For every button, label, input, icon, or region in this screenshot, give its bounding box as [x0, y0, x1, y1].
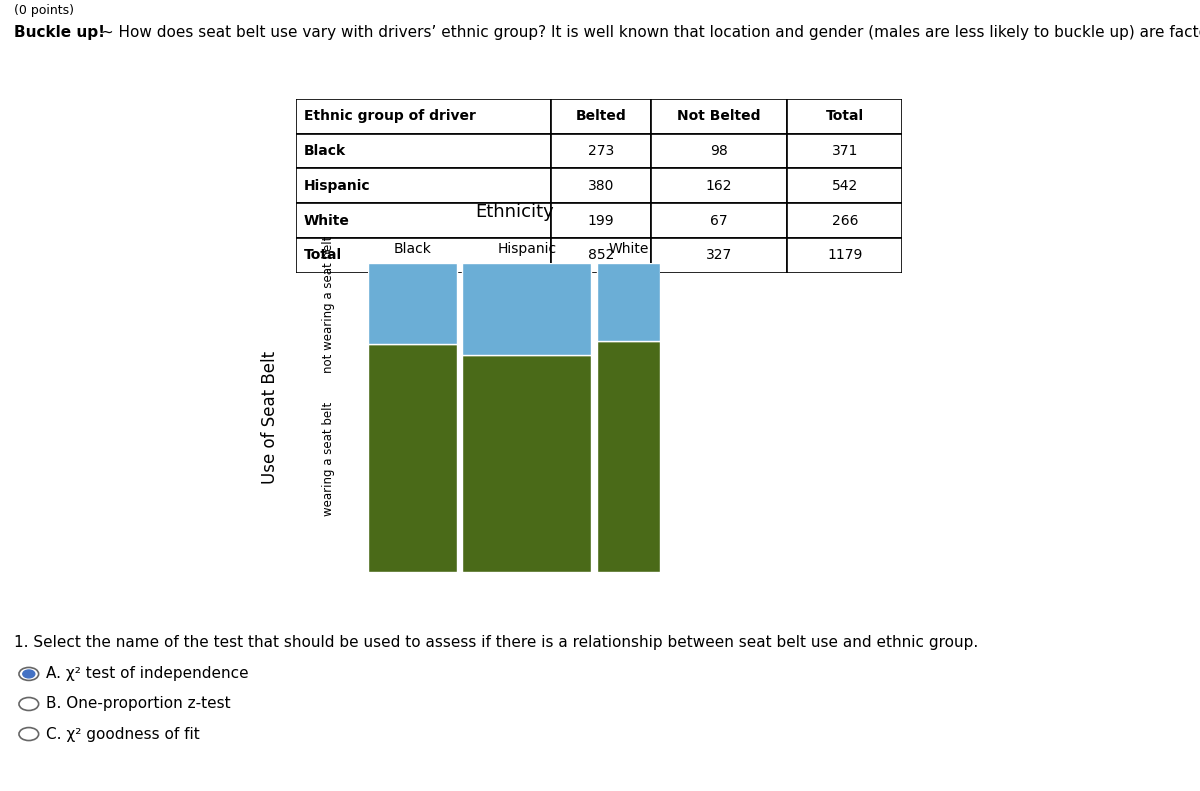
Text: A. χ² test of independence: A. χ² test of independence — [46, 667, 248, 681]
Text: Ethnic group of driver: Ethnic group of driver — [304, 109, 475, 123]
Text: wearing a seat belt: wearing a seat belt — [323, 402, 335, 517]
Text: 98: 98 — [710, 144, 728, 158]
FancyBboxPatch shape — [787, 238, 902, 273]
FancyBboxPatch shape — [650, 203, 787, 238]
Bar — [462, 263, 592, 355]
Text: Total: Total — [304, 248, 342, 263]
Text: Ethnicity: Ethnicity — [475, 203, 553, 221]
Text: ~ How does seat belt use vary with drivers’ ethnic group? It is well known that : ~ How does seat belt use vary with drive… — [96, 25, 1200, 40]
FancyBboxPatch shape — [787, 134, 902, 168]
Text: 199: 199 — [588, 214, 614, 228]
Text: B. One-proportion z-test: B. One-proportion z-test — [46, 697, 230, 711]
Text: Buckle up!: Buckle up! — [14, 25, 106, 40]
FancyBboxPatch shape — [296, 203, 551, 238]
FancyBboxPatch shape — [787, 203, 902, 238]
Text: 162: 162 — [706, 179, 732, 193]
FancyBboxPatch shape — [650, 238, 787, 273]
Text: Black: Black — [304, 144, 346, 158]
Text: White: White — [304, 214, 349, 228]
Text: (0 points): (0 points) — [14, 4, 74, 17]
Text: 67: 67 — [710, 214, 728, 228]
Bar — [462, 355, 592, 572]
Text: White: White — [608, 242, 648, 256]
Text: Use of Seat Belt: Use of Seat Belt — [262, 350, 278, 484]
FancyBboxPatch shape — [650, 134, 787, 168]
Text: not wearing a seat belt: not wearing a seat belt — [323, 236, 335, 373]
Text: 542: 542 — [832, 179, 858, 193]
Text: 852: 852 — [588, 248, 614, 263]
FancyBboxPatch shape — [787, 168, 902, 203]
Text: 380: 380 — [588, 179, 614, 193]
FancyBboxPatch shape — [296, 238, 551, 273]
FancyBboxPatch shape — [551, 134, 650, 168]
FancyBboxPatch shape — [296, 99, 551, 134]
FancyBboxPatch shape — [551, 168, 650, 203]
Text: 1179: 1179 — [827, 248, 863, 263]
Text: 273: 273 — [588, 144, 614, 158]
FancyBboxPatch shape — [551, 203, 650, 238]
Text: Not Belted: Not Belted — [677, 109, 761, 123]
FancyBboxPatch shape — [787, 99, 902, 134]
FancyBboxPatch shape — [551, 99, 650, 134]
Bar — [368, 344, 457, 572]
Bar — [368, 263, 457, 344]
Text: C. χ² goodness of fit: C. χ² goodness of fit — [46, 727, 199, 741]
FancyBboxPatch shape — [650, 99, 787, 134]
FancyBboxPatch shape — [296, 168, 551, 203]
FancyBboxPatch shape — [296, 134, 551, 168]
Text: Total: Total — [826, 109, 864, 123]
Text: 1. Select the name of the test that should be used to assess if there is a relat: 1. Select the name of the test that shou… — [14, 635, 979, 650]
Text: 371: 371 — [832, 144, 858, 158]
Bar — [596, 340, 660, 572]
Bar — [596, 263, 660, 340]
Text: 327: 327 — [706, 248, 732, 263]
Text: Hispanic: Hispanic — [304, 179, 371, 193]
Text: 266: 266 — [832, 214, 858, 228]
Text: Hispanic: Hispanic — [497, 242, 557, 256]
FancyBboxPatch shape — [650, 168, 787, 203]
Text: Belted: Belted — [576, 109, 626, 123]
FancyBboxPatch shape — [551, 238, 650, 273]
Text: Black: Black — [394, 242, 432, 256]
